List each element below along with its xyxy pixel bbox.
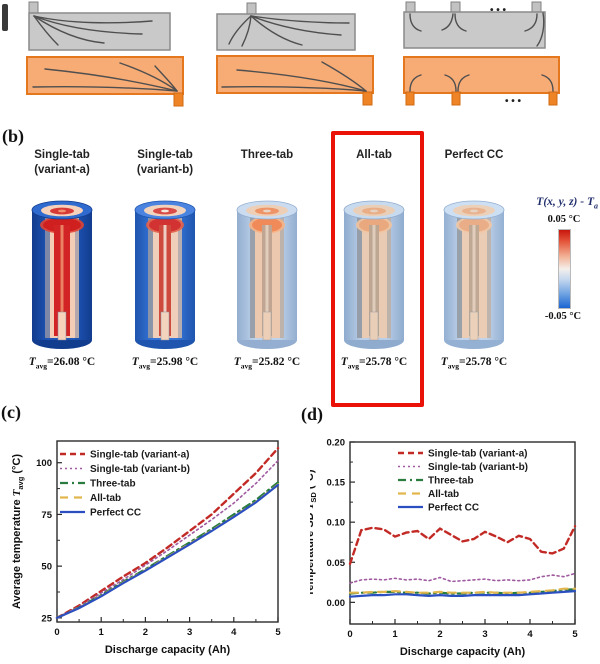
tab-bottom-icon (173, 92, 184, 107)
schematic-pair-1 (26, 1, 184, 107)
tavg-label: Tavg=25.78 °C (440, 356, 508, 371)
cropped-label-artifact (2, 4, 8, 31)
colorbar-min-label: -0.05 °C (544, 311, 582, 322)
svg-text:75: 75 (41, 510, 52, 521)
svg-text:100: 100 (36, 458, 52, 469)
svg-text:3: 3 (482, 629, 487, 640)
highlight-box-all-tab (331, 131, 424, 407)
tavg-label: Tavg=26.08 °C (28, 356, 96, 371)
series-line (56, 459, 279, 619)
tavg-label: Tavg=25.98 °C (131, 356, 199, 371)
legend-label: All-tab (90, 493, 121, 504)
series-line (348, 524, 577, 566)
svg-text:1: 1 (99, 627, 105, 638)
svg-text:0.00: 0.00 (327, 598, 346, 609)
series-line (348, 587, 577, 594)
legend-label: Single-tab (variant-a) (428, 449, 527, 460)
svg-text:2: 2 (143, 627, 148, 638)
tavg-label: Tavg=25.78 °C (340, 356, 408, 371)
series-line (348, 590, 577, 598)
svg-text:0: 0 (54, 627, 59, 638)
legend-label: Three-tab (428, 476, 474, 487)
tab-bottom-icon (405, 91, 415, 106)
panel-d-label: (d) (301, 404, 323, 424)
current-lines (409, 74, 554, 92)
series-line (55, 447, 280, 620)
chart-average-temperature: 0 1 2 3 4 5 25 50 75 100 Single-tab (variant-a) Sin… (11, 440, 281, 656)
legend-label: All-tab (428, 489, 459, 500)
legend-label: Single-tab (variant-a) (90, 450, 189, 461)
current-lines (33, 15, 153, 46)
legend-label: Perfect CC (428, 503, 479, 514)
x-axis-label: Discharge capacity (Ah) (105, 644, 231, 656)
series-line (349, 572, 576, 584)
svg-text:1: 1 (392, 629, 398, 640)
colorbar-title: T(x, y, z) - Ta (536, 196, 598, 211)
tab-bottom-icon (548, 91, 558, 106)
legend-label: Single-tab (variant-b) (90, 464, 190, 475)
schematic-pair-3: • • • • • • (403, 1, 560, 107)
legend-label: Perfect CC (90, 508, 141, 519)
electrode-gray (403, 11, 546, 49)
electrode-orange (403, 56, 560, 94)
current-lines (228, 15, 350, 47)
battery-cylinder (343, 200, 405, 349)
column-title: Perfect CC (444, 149, 504, 161)
svg-text:4: 4 (527, 629, 533, 640)
battery-cylinder (134, 200, 196, 349)
svg-text:0: 0 (347, 629, 352, 640)
svg-text:0.20: 0.20 (327, 438, 346, 449)
current-lines (32, 62, 178, 92)
column-title: Three-tab (240, 149, 294, 161)
tavg-label: Tavg=25.82 °C (233, 356, 301, 371)
svg-text:3: 3 (187, 627, 192, 638)
x-axis-label: Discharge capacity (Ah) (400, 646, 526, 658)
cylinder-renders (31, 200, 505, 349)
colorbar-gradient (558, 229, 571, 309)
svg-text:0.10: 0.10 (327, 518, 346, 529)
svg-text:5: 5 (572, 629, 578, 640)
tab-current-schematic: • • • • • • (2, 1, 560, 107)
svg-text:0.05: 0.05 (327, 558, 346, 569)
svg-text:25: 25 (41, 613, 52, 624)
svg-text:5: 5 (275, 627, 281, 638)
schematic-pair-2 (216, 2, 374, 106)
svg-text:50: 50 (41, 562, 52, 573)
battery-cylinder (31, 200, 93, 349)
panel-c-label: (c) (1, 402, 21, 422)
svg-text:4: 4 (231, 627, 237, 638)
ellipsis-dots: • • • (505, 96, 522, 107)
current-lines (409, 12, 545, 47)
column-title: Single-tab (variant-b) (136, 149, 194, 176)
legend-label: Single-tab (variant-b) (428, 462, 528, 473)
panel-b-label: (b) (2, 126, 24, 146)
svg-text:2: 2 (437, 629, 442, 640)
tab-bottom-icon (451, 91, 461, 106)
tab-bottom-icon (362, 91, 373, 106)
ellipsis-dots: • • • (490, 5, 507, 16)
legend-label: Three-tab (90, 479, 136, 490)
battery-cylinder (236, 200, 298, 349)
column-title: Single-tab (variant-a) (34, 149, 90, 176)
y-axis-label: Temperature SD TSD (°C) (310, 469, 318, 596)
chart-temperature-sd: 0 1 2 3 4 5 0.00 0.05 0.10 0.15 0.20 Single-tab (va… (310, 438, 578, 659)
svg-text:0.15: 0.15 (327, 478, 346, 489)
series-line (55, 483, 280, 619)
column-title: All-tab (356, 149, 392, 161)
battery-cylinder (443, 200, 505, 349)
current-lines (221, 61, 367, 92)
y-axis-label: Average temperature Tavg (°C) (11, 454, 25, 609)
colorbar-max-label: 0.05 °C (547, 214, 581, 225)
